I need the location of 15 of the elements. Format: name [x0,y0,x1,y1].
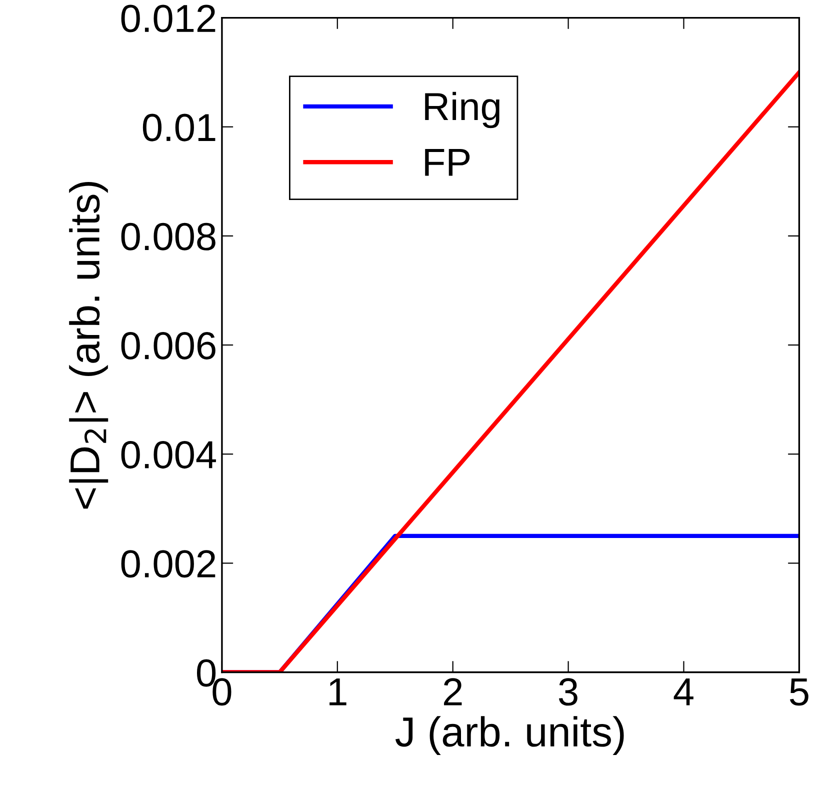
y-tick-label: 0.002 [121,550,216,578]
y-axis-title: <|D$_{2}$|> (arb. units) [69,182,108,509]
x-tick-label: 4 [674,678,694,706]
x-tick-label: 2 [444,678,462,706]
x-axis-title: J (arb. units) [395,716,624,755]
x-tick-label: 1 [330,678,346,706]
y-tick-label: 0.012 [121,4,216,32]
legend-label: Ring [425,92,500,128]
y-tick-label: 0.008 [121,222,216,250]
y-tick-label: 0.004 [121,441,216,469]
x-tick-label: 5 [790,678,808,706]
y-tick-label: 0.01 [142,114,216,142]
legend-label: FP [425,148,470,176]
x-tick-label: 3 [558,678,578,706]
y-tick-label: 0.006 [121,332,216,360]
